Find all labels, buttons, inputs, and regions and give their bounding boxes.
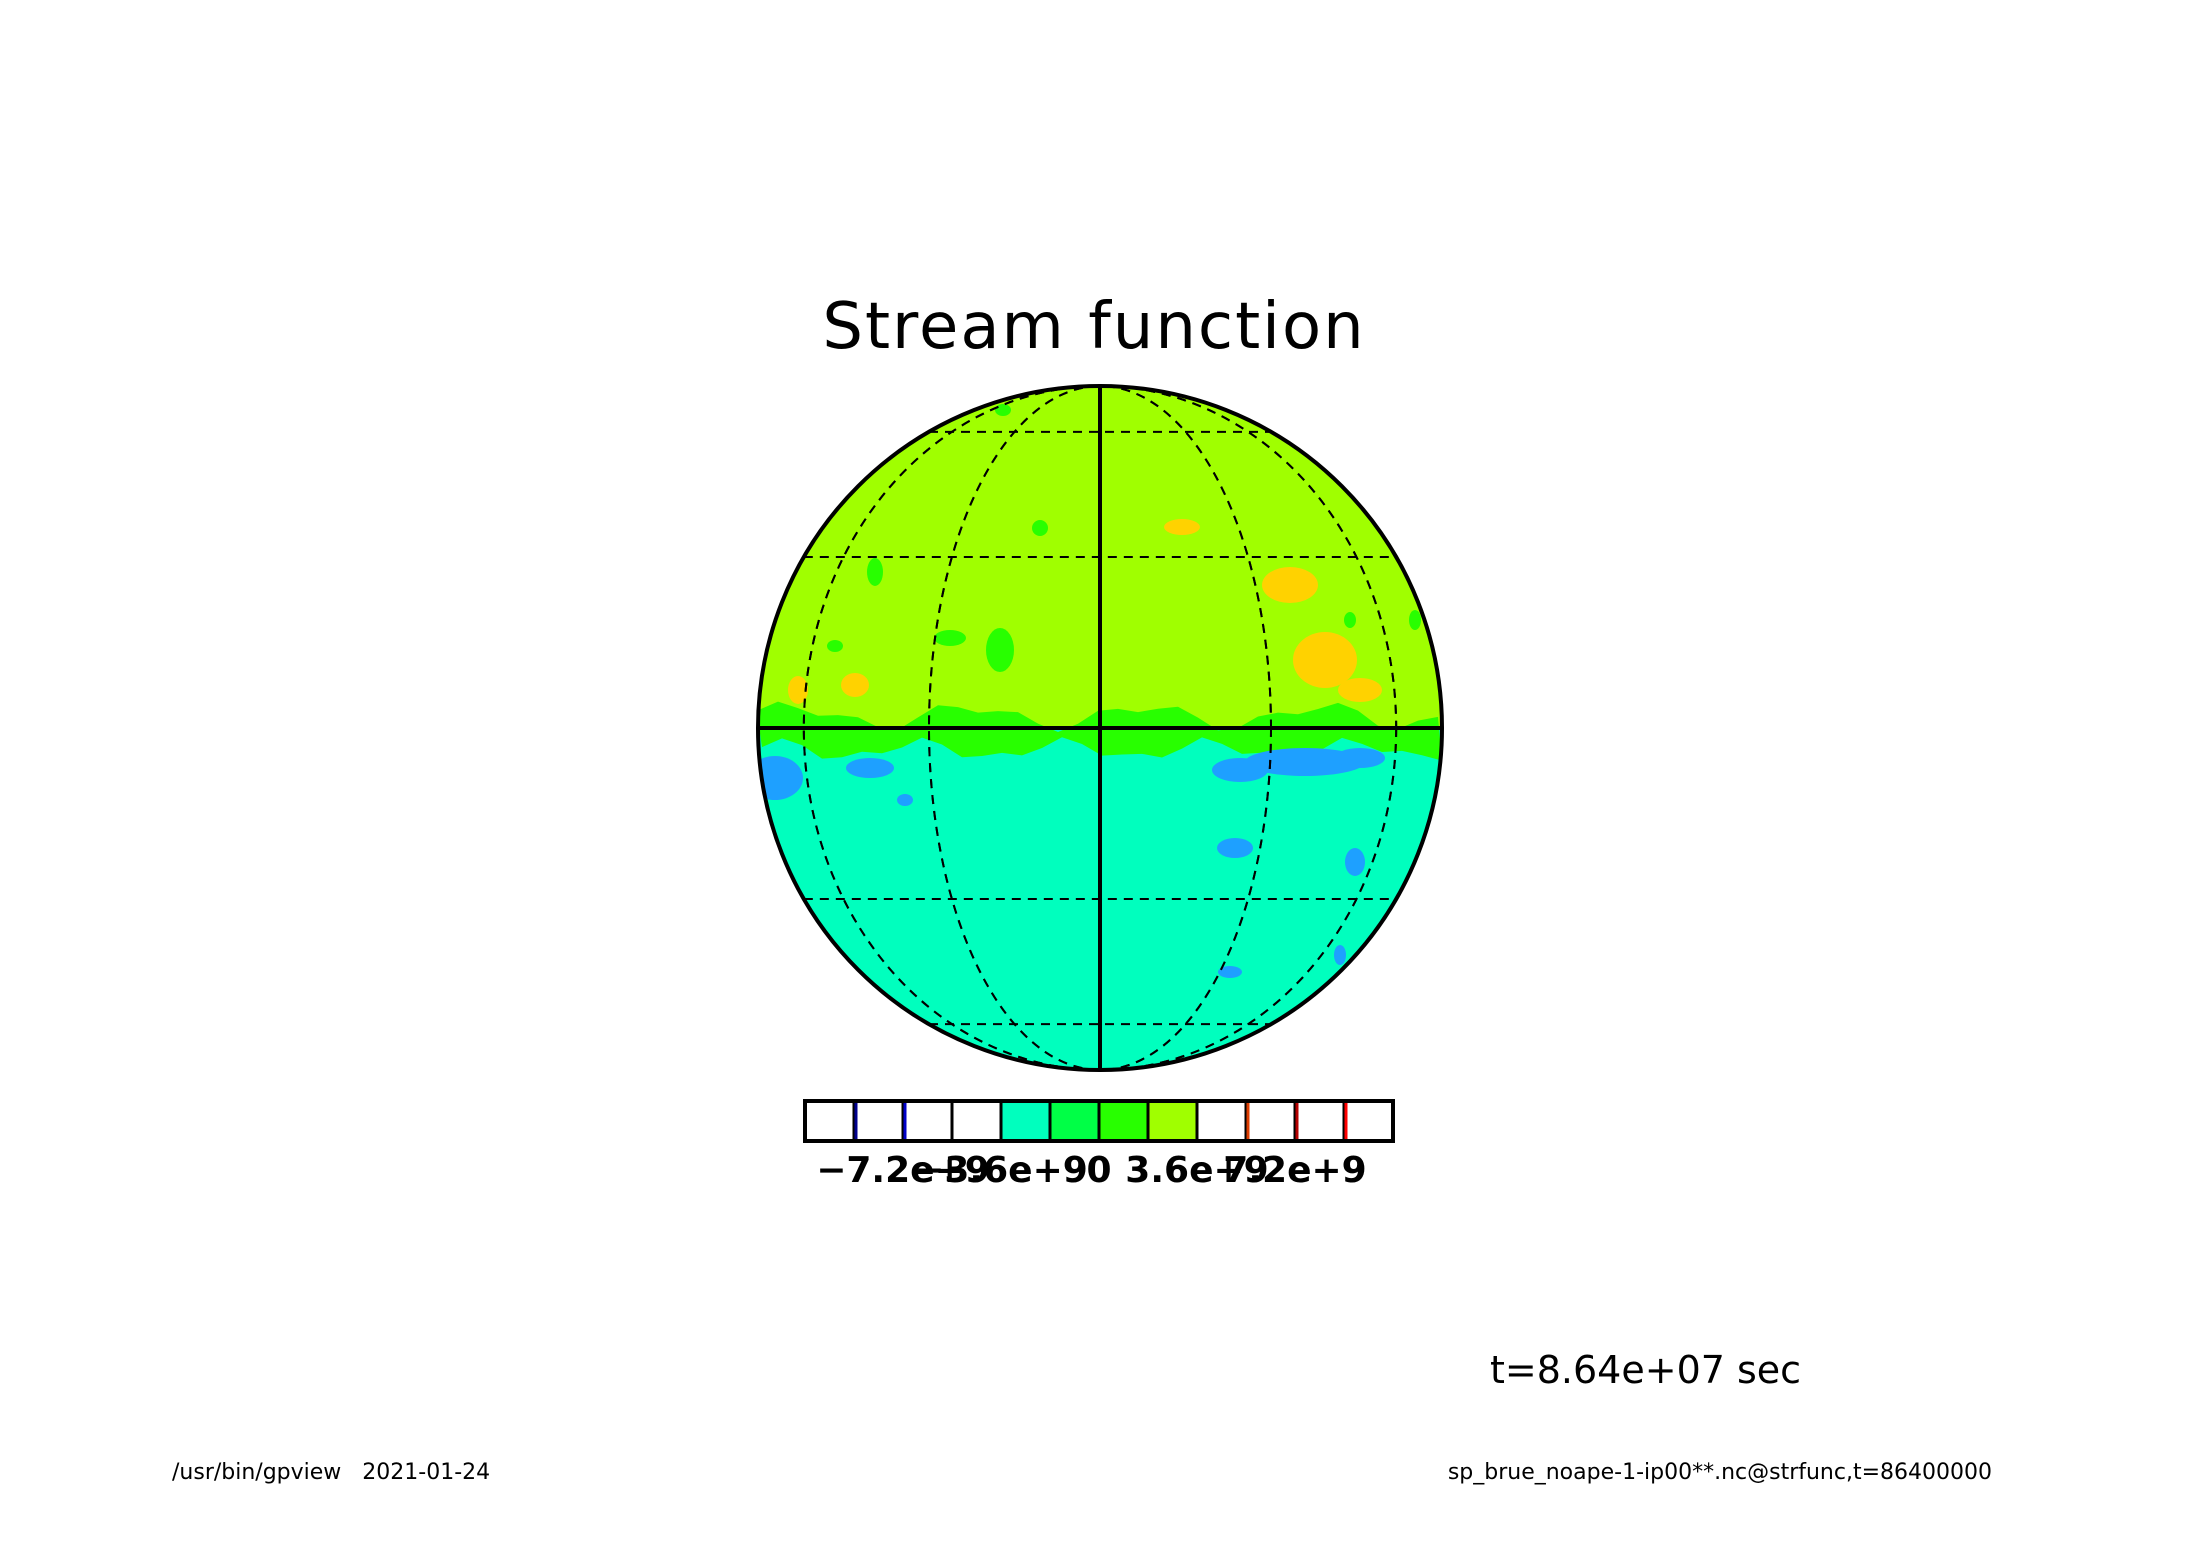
- green-patch: [1032, 520, 1048, 536]
- blue-patch: [1212, 758, 1268, 782]
- colorbar-band: [1244, 1099, 1297, 1143]
- green-patch: [827, 640, 843, 652]
- colorbar-tick-label: 0: [1086, 1150, 1112, 1191]
- colorbar-tick-label: 3.6e+9: [1125, 1150, 1269, 1191]
- footer-program: /usr/bin/gpview: [172, 1460, 342, 1485]
- green-patch: [1344, 612, 1356, 628]
- colorbar-band: [1342, 1099, 1395, 1143]
- yellow-patch: [1338, 678, 1382, 702]
- colorbar-band: [1146, 1099, 1199, 1143]
- green-patch: [867, 558, 883, 586]
- yellow-patch: [788, 676, 808, 704]
- blue-patch: [1334, 945, 1346, 965]
- footer-source: sp_brue_noape-1-ip00**.nc@strfunc,t=8640…: [1447, 1460, 1992, 1485]
- colorbar-tick-label: 7.2e+9: [1223, 1150, 1367, 1191]
- colorbar-band: [950, 1099, 1003, 1143]
- green-patch: [986, 628, 1014, 672]
- footer-left: /usr/bin/gpview 2021-01-24: [172, 1460, 490, 1485]
- title: Stream function: [822, 290, 1366, 364]
- blue-patch: [897, 794, 913, 806]
- blue-patch: [1245, 748, 1365, 776]
- yellow-patch: [1164, 519, 1200, 535]
- green-patch: [934, 630, 966, 646]
- green-patch: [1409, 610, 1421, 630]
- colorbar: [803, 1099, 1395, 1143]
- colorbar-band: [999, 1099, 1052, 1143]
- colorbar-band: [901, 1099, 954, 1143]
- colorbar-tick-label: −3.6e+9: [914, 1150, 1088, 1191]
- colorbar-band: [1048, 1099, 1101, 1143]
- blue-patch: [758, 756, 803, 800]
- footer-date: 2021-01-24: [362, 1460, 491, 1485]
- globe-frame: [756, 384, 1444, 1072]
- colorbar-band: [1293, 1099, 1346, 1143]
- green-patch: [995, 404, 1011, 416]
- colorbar-outline: [803, 1099, 1395, 1143]
- yellow-patch: [1262, 567, 1318, 603]
- blue-patch: [1217, 838, 1253, 858]
- yellow-patch: [841, 673, 869, 697]
- blue-patch: [1218, 966, 1242, 978]
- blue-patch: [1335, 748, 1385, 768]
- globe-outline: [756, 384, 1444, 1072]
- colorbar-band: [803, 1099, 856, 1143]
- colorbar-tick-label: −7.2e+9: [816, 1150, 990, 1191]
- blue-patch: [846, 758, 894, 778]
- yellow-patch: [1293, 632, 1357, 688]
- colorbar-band: [852, 1099, 905, 1143]
- colorbar-band: [1097, 1099, 1150, 1143]
- blue-patch: [1345, 848, 1365, 876]
- time-label: t=8.64e+07 sec: [1490, 1348, 1802, 1392]
- colorbar-band: [1195, 1099, 1248, 1143]
